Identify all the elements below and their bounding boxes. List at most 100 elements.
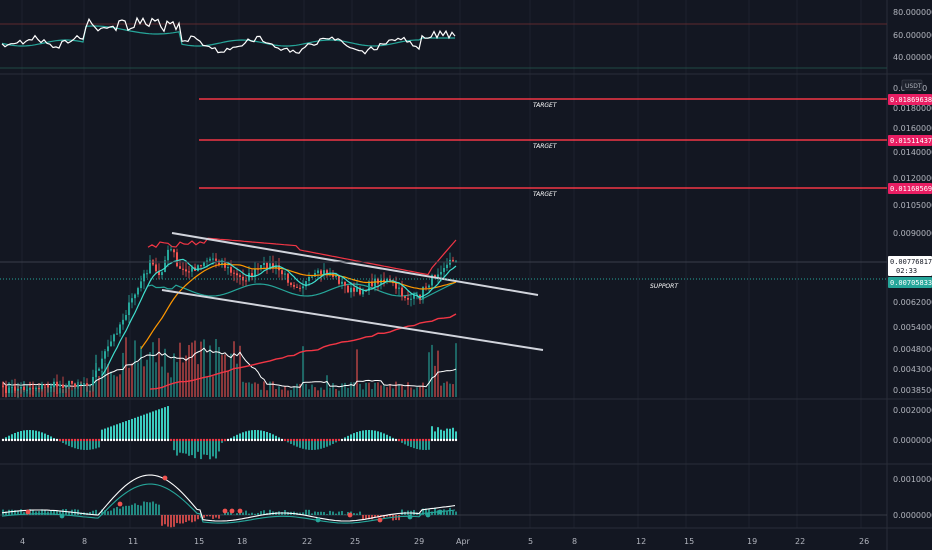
macd-bar xyxy=(314,511,316,515)
candle-body xyxy=(23,386,25,390)
volume-bar xyxy=(68,384,70,397)
volume-bar xyxy=(146,359,148,397)
macd-bar xyxy=(122,506,124,515)
zero-dot xyxy=(340,438,344,442)
candle-body xyxy=(158,271,160,275)
macd-bar xyxy=(371,515,373,520)
macd-bar xyxy=(62,509,64,515)
histogram-bar xyxy=(401,440,403,443)
macd-bar xyxy=(383,515,385,518)
histogram-bar xyxy=(191,440,193,456)
macd-bar xyxy=(215,515,217,518)
histogram-bar xyxy=(5,437,7,440)
zero-dot xyxy=(277,438,281,442)
candle-body xyxy=(206,260,208,263)
volume-bar xyxy=(236,363,238,397)
macd-bar xyxy=(158,504,160,515)
target-label-3: TARGET xyxy=(533,191,558,198)
candle-body xyxy=(161,272,163,275)
volume-bar xyxy=(329,387,331,397)
zero-dot xyxy=(88,438,92,442)
candle-body xyxy=(227,267,229,269)
volume-bar xyxy=(425,388,427,397)
zero-dot xyxy=(133,438,137,442)
macd-bar xyxy=(332,511,334,515)
zero-dot xyxy=(316,438,320,442)
volume-bar xyxy=(377,382,379,397)
histogram-bar xyxy=(89,440,91,450)
zero-dot xyxy=(439,438,443,442)
volume-bar xyxy=(230,353,232,397)
candle-body xyxy=(305,281,307,287)
zero-dot xyxy=(19,438,23,442)
macd-cross-dot xyxy=(25,509,31,515)
lower-band-line xyxy=(147,281,457,301)
volume-bar xyxy=(446,381,448,397)
macd-bar xyxy=(125,505,127,515)
zero-dot xyxy=(226,438,230,442)
zero-dot xyxy=(196,438,200,442)
candle-body xyxy=(173,249,175,253)
volume-bar xyxy=(293,386,295,397)
macd-bar xyxy=(197,515,199,520)
candle-body xyxy=(89,385,91,387)
volume-bar xyxy=(257,383,259,397)
price-tick-3: 0.01200000 xyxy=(893,174,932,183)
macd-bar xyxy=(305,509,307,515)
price-tick-0: 0.01800000 xyxy=(893,104,932,113)
macd-bar xyxy=(188,515,190,521)
macd-bar xyxy=(347,511,349,515)
support-tag: 0.00705833 xyxy=(888,277,932,288)
histogram-bar xyxy=(434,431,436,440)
hist-tick-0: 0.00200000 xyxy=(893,406,932,415)
histogram-bar xyxy=(350,434,352,440)
candle-body xyxy=(167,249,169,261)
candle-body xyxy=(38,387,40,390)
candle-body xyxy=(14,386,16,391)
candle-body xyxy=(224,262,226,268)
volume-bar xyxy=(182,362,184,397)
volume-bar xyxy=(248,382,250,397)
volume-bar xyxy=(326,375,328,397)
histogram-bar xyxy=(320,440,322,449)
macd-bar xyxy=(101,509,103,515)
candle-body xyxy=(356,287,358,292)
zero-dot xyxy=(229,438,233,442)
histogram-bar xyxy=(314,440,316,450)
volume-bar xyxy=(449,383,451,397)
volume-bar xyxy=(149,352,151,397)
rsi-tick-60: 60.00000000 xyxy=(893,31,932,40)
candle-body xyxy=(341,281,343,284)
candle-body xyxy=(155,264,157,272)
zero-dot xyxy=(10,438,14,442)
volume-bar xyxy=(302,346,304,397)
candle-body xyxy=(26,389,28,391)
zero-dot xyxy=(214,438,218,442)
zero-dot xyxy=(154,438,158,442)
candle-body xyxy=(251,273,253,277)
histogram-bar xyxy=(251,430,253,440)
zero-dot xyxy=(328,438,332,442)
macd-bar xyxy=(134,503,136,515)
candle-body xyxy=(122,319,124,325)
channel-upper-line xyxy=(171,232,539,296)
volume-bar xyxy=(455,343,457,397)
histogram-bar xyxy=(119,423,121,440)
date-axis[interactable]: 4 8 11 15 18 22 25 29 Apr 5 8 12 15 19 2… xyxy=(20,537,869,546)
zero-dot xyxy=(376,438,380,442)
zero-dot xyxy=(163,438,167,442)
volume-bar xyxy=(290,390,292,397)
macd-bar xyxy=(248,513,250,515)
zero-dot xyxy=(178,438,182,442)
histogram-bar xyxy=(185,440,187,454)
candle-body xyxy=(134,294,136,299)
histogram-bar xyxy=(239,433,241,440)
volume-bar xyxy=(44,386,46,397)
candle-body xyxy=(32,387,34,389)
price-tick-4: 0.01050000 xyxy=(893,201,932,210)
volume-bar xyxy=(254,382,256,397)
date-label: 26 xyxy=(859,537,869,546)
zero-dot xyxy=(325,438,329,442)
